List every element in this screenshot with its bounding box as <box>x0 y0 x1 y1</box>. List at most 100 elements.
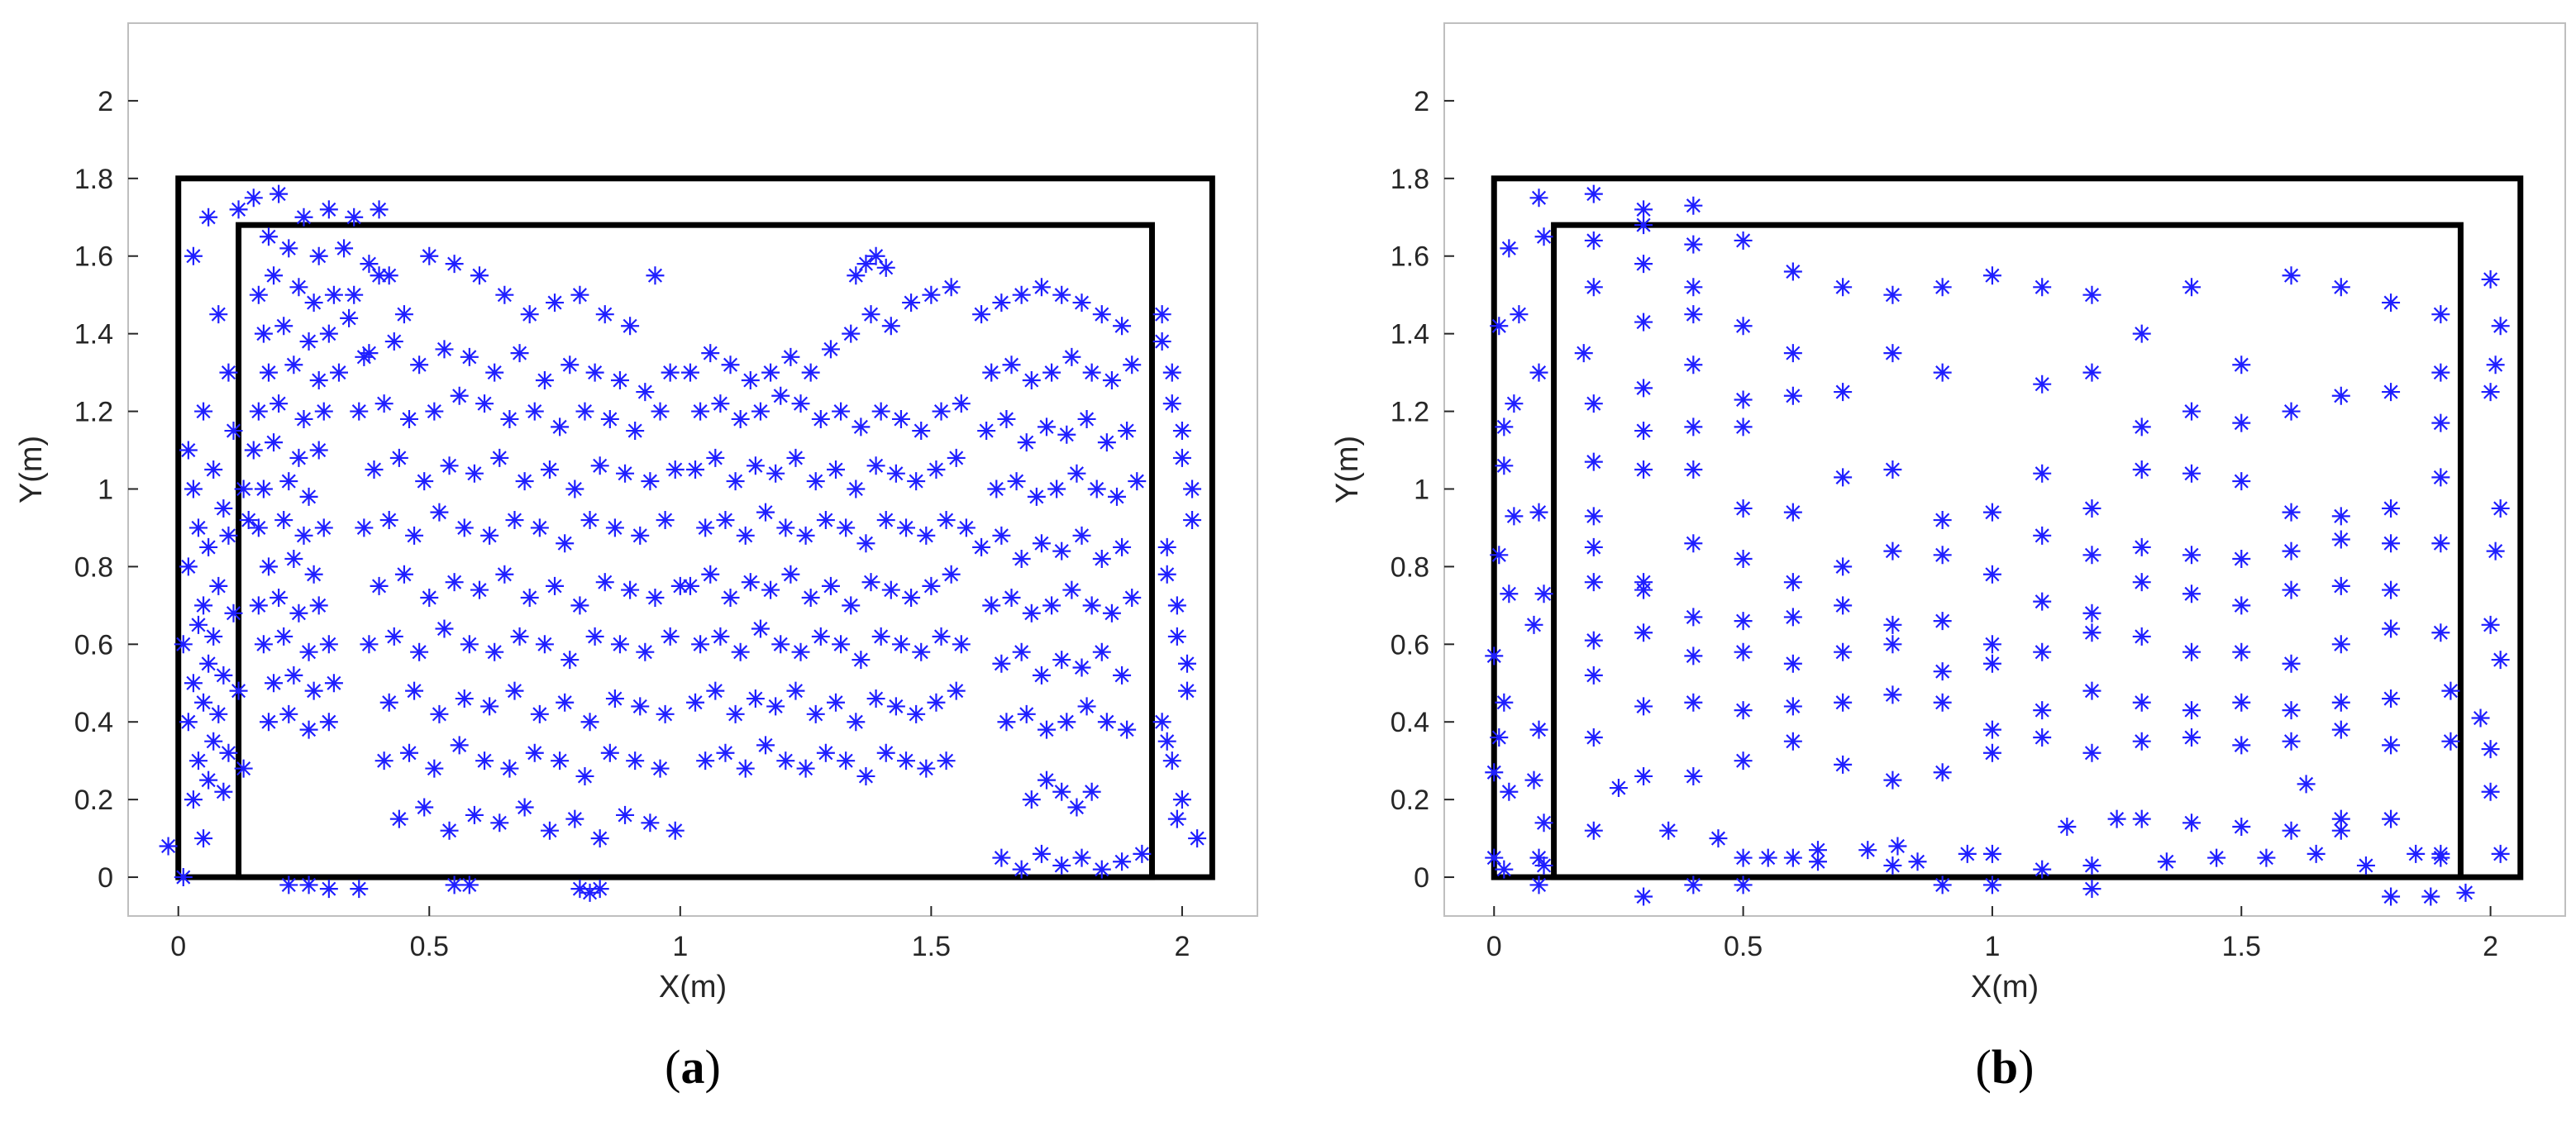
data-point-a <box>1128 472 1147 491</box>
data-point-b <box>2107 809 2126 828</box>
data-point-a <box>1167 627 1186 646</box>
data-point-a <box>776 751 795 771</box>
data-point-a <box>585 627 604 646</box>
data-point-a <box>646 266 665 285</box>
data-point-b <box>2132 693 2151 712</box>
data-point-a <box>329 363 348 382</box>
data-point-a <box>445 876 464 895</box>
data-point-a <box>897 518 916 537</box>
data-point-a <box>410 355 429 375</box>
data-point-b <box>1490 728 1509 747</box>
data-point-a <box>570 596 589 615</box>
panel-a: 0 0.5 1 1.5 2 0 0.2 0.4 0.6 0.8 1 1.2 1.4 1.6 1.8 2 X(m… <box>14 22 1258 1094</box>
data-point-b <box>2033 464 2052 483</box>
y-tick-label-a: 2 <box>98 86 113 117</box>
data-point-b <box>1529 363 1548 382</box>
data-point-a <box>490 813 509 833</box>
data-point-a <box>309 441 328 460</box>
data-point-b <box>1490 317 1509 336</box>
data-point-a <box>299 720 318 739</box>
data-point-a <box>188 615 208 634</box>
data-point-a <box>701 344 720 363</box>
data-point-a <box>771 635 790 654</box>
data-point-a <box>510 627 529 646</box>
data-point-a <box>856 766 875 785</box>
data-point-a <box>866 689 885 709</box>
data-point-a <box>761 580 780 599</box>
data-point-a <box>1072 526 1091 545</box>
data-point-b <box>1783 654 1802 673</box>
data-point-b <box>1883 285 1902 304</box>
data-point-b <box>1734 550 1753 568</box>
data-point-a <box>274 317 293 336</box>
data-point-a <box>932 627 951 646</box>
data-point-a <box>736 759 755 778</box>
panel-label-b-close: ) <box>2018 1040 2034 1094</box>
data-point-b <box>2491 317 2510 336</box>
data-point-a <box>355 518 374 537</box>
data-point-a <box>420 246 439 265</box>
data-point-b <box>2182 278 2201 297</box>
data-point-a <box>1067 464 1086 483</box>
data-point-a <box>270 394 289 413</box>
data-point-a <box>556 534 575 553</box>
x-tick-label-b: 2 <box>2483 931 2498 962</box>
data-point-b <box>2491 499 2510 518</box>
data-point-a <box>1042 596 1061 615</box>
data-point-a <box>209 576 228 595</box>
data-point-a <box>1157 537 1176 556</box>
data-point-a <box>365 460 384 479</box>
data-point-a <box>1162 751 1181 771</box>
data-point-a <box>530 518 549 537</box>
data-point-a <box>580 511 599 530</box>
data-point-a <box>1032 844 1051 863</box>
data-point-a <box>270 184 289 203</box>
ticks-group-a: 0 0.5 1 1.5 2 0 0.2 0.4 0.6 0.8 1 1.2 1.4 1.6 1.8 2 <box>74 86 1190 962</box>
data-point-a <box>837 518 856 537</box>
y-tick-label-b: 2 <box>1414 86 1429 117</box>
data-point-b <box>2471 709 2490 728</box>
data-point-a <box>460 876 479 895</box>
data-point-a <box>726 704 745 723</box>
data-point-a <box>204 732 223 751</box>
data-point-b <box>2082 681 2101 700</box>
data-point-b <box>1584 573 1603 592</box>
data-point-b <box>2431 623 2450 642</box>
data-point-a <box>174 868 193 887</box>
data-point-a <box>309 246 328 265</box>
data-point-a <box>891 635 910 654</box>
data-point-a <box>1097 433 1116 452</box>
data-point-a <box>335 239 354 258</box>
data-point-a <box>485 642 504 661</box>
data-point-a <box>565 480 584 499</box>
data-point-a <box>786 681 805 700</box>
data-point-b <box>2431 534 2450 553</box>
data-point-a <box>480 526 499 545</box>
data-point-a <box>194 402 213 421</box>
data-point-b <box>2232 596 2251 615</box>
data-point-a <box>294 208 313 227</box>
data-point-b <box>1933 278 1952 297</box>
data-point-b <box>1495 456 1514 475</box>
data-point-a <box>510 344 529 363</box>
data-point-b <box>1634 255 1653 274</box>
data-point-b <box>2232 818 2251 836</box>
data-point-b <box>2491 844 2510 863</box>
data-point-b <box>1834 278 1853 297</box>
data-point-a <box>897 751 916 771</box>
data-point-a <box>319 713 338 732</box>
data-point-a <box>420 588 439 607</box>
data-point-a <box>791 394 810 413</box>
data-point-a <box>610 635 629 654</box>
data-point-a <box>1092 860 1111 879</box>
data-point-b <box>1500 239 1519 258</box>
data-point-b <box>1834 468 1853 487</box>
data-point-a <box>304 565 323 584</box>
data-point-a <box>786 448 805 467</box>
data-point-a <box>852 417 871 437</box>
data-point-a <box>460 635 479 654</box>
data-point-a <box>340 308 359 327</box>
data-point-a <box>399 409 418 428</box>
data-point-a <box>751 619 770 638</box>
